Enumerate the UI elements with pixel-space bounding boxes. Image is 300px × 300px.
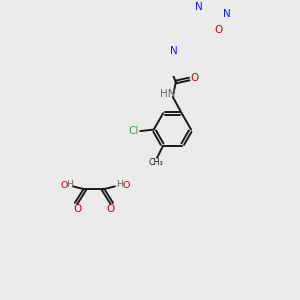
Text: CH₃: CH₃ (148, 158, 163, 167)
Text: HN: HN (160, 89, 175, 99)
Text: H: H (117, 180, 124, 189)
Text: O: O (106, 204, 115, 214)
Text: O: O (190, 73, 199, 83)
Text: O: O (122, 181, 130, 190)
Text: N: N (195, 2, 203, 12)
Text: N: N (223, 9, 230, 20)
Text: N: N (170, 46, 178, 56)
Text: O: O (60, 181, 68, 190)
Text: O: O (214, 25, 223, 35)
Text: O: O (74, 204, 82, 214)
Text: H: H (66, 180, 73, 189)
Text: Cl: Cl (128, 126, 139, 136)
